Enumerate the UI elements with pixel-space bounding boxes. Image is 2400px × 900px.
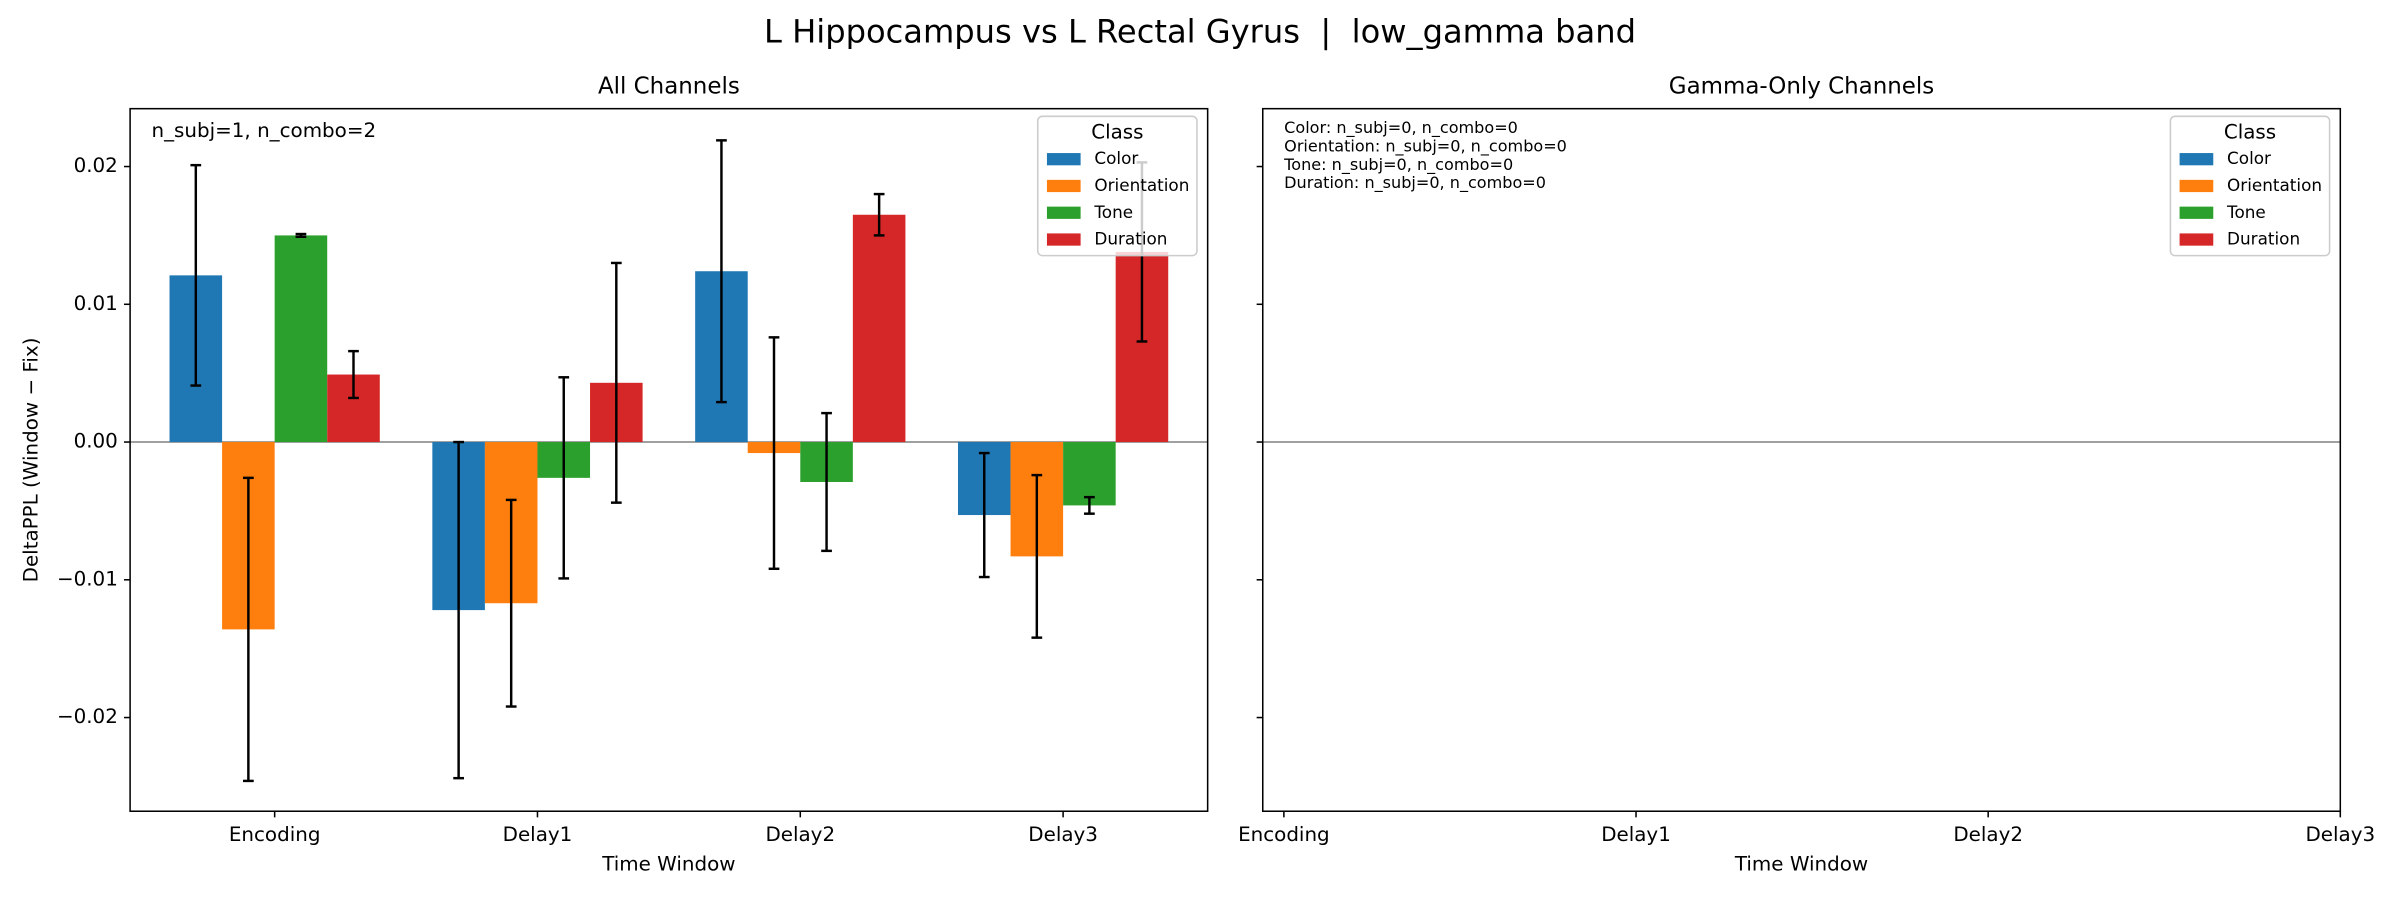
legend-box <box>2169 115 2331 257</box>
error-bar <box>610 261 622 504</box>
axes-title: All Channels <box>598 74 740 100</box>
annotation: n_subj=1, n_combo=2 <box>152 119 377 142</box>
error-bar <box>978 451 990 579</box>
error-bar <box>505 498 517 708</box>
x-tick-label: Delay3 <box>2305 823 2375 846</box>
legend-title: Class <box>1091 121 1143 144</box>
legend-label: Orientation <box>1094 175 1189 195</box>
error-bar <box>190 163 202 387</box>
legend-swatch <box>2179 153 2214 166</box>
axes-frame <box>1261 107 2342 812</box>
legend-label: Tone <box>2226 202 2266 222</box>
y-tick-label: 0.02 <box>74 154 118 177</box>
error-bar <box>1031 473 1043 639</box>
legend-swatch <box>2179 206 2214 219</box>
axes-frame <box>129 107 1209 812</box>
x-tick-label: Encoding <box>229 823 321 846</box>
y-tick-label: −0.01 <box>57 567 118 590</box>
error-bar <box>821 411 832 553</box>
error-bar <box>558 376 570 580</box>
legend-label: Duration <box>2227 229 2300 249</box>
legend-swatch <box>1046 233 1081 246</box>
annotation: Orientation: n_subj=0, n_combo=0 <box>1284 136 1567 156</box>
legend-swatch <box>2179 179 2214 193</box>
legend-label: Color <box>1094 148 1138 168</box>
legend-swatch <box>1046 179 1081 193</box>
legend-label: Duration <box>1094 229 1167 249</box>
error-bar <box>348 349 359 400</box>
x-tick-label: Delay1 <box>503 823 573 846</box>
error-bar <box>873 192 885 237</box>
bar <box>852 214 906 443</box>
y-tick-label: −0.02 <box>57 705 118 728</box>
error-bar <box>453 440 464 780</box>
legend-label: Color <box>2227 148 2271 168</box>
legend-label: Orientation <box>2227 175 2322 195</box>
x-tick-label: Delay3 <box>1028 823 1098 846</box>
legend-swatch <box>2179 233 2214 246</box>
bar <box>1063 442 1116 506</box>
legend-box <box>1036 115 1198 257</box>
x-axis-label: Time Window <box>1734 852 1868 875</box>
bar <box>274 235 328 443</box>
legend-label: Tone <box>1093 202 1133 222</box>
x-axis-label: Time Window <box>601 852 735 875</box>
annotation: Tone: n_subj=0, n_combo=0 <box>1283 155 1513 175</box>
figure-title: L Hippocampus vs L Rectal Gyrus | low_ga… <box>764 13 1636 51</box>
legend-swatch <box>1046 206 1081 219</box>
error-bar <box>243 476 254 783</box>
y-tick-label: 0.00 <box>74 430 118 453</box>
y-tick-label: 0.01 <box>74 292 118 315</box>
error-bar <box>768 336 780 571</box>
error-bar <box>295 232 307 239</box>
x-tick-label: Delay2 <box>765 823 835 846</box>
x-tick-label: Delay2 <box>1953 823 2023 846</box>
legend-swatch <box>1046 153 1081 166</box>
annotation: Duration: n_subj=0, n_combo=0 <box>1284 173 1546 193</box>
axes-title: Gamma-Only Channels <box>1669 74 1934 100</box>
legend-title: Class <box>2224 121 2276 144</box>
error-bar <box>1084 495 1095 515</box>
annotation: Color: n_subj=0, n_combo=0 <box>1284 118 1518 138</box>
x-tick-label: Encoding <box>1238 823 1330 846</box>
y-axis-label: DeltaPPL (Window − Fix) <box>20 338 43 583</box>
x-tick-label: Delay1 <box>1601 823 1671 846</box>
error-bar <box>716 139 727 404</box>
